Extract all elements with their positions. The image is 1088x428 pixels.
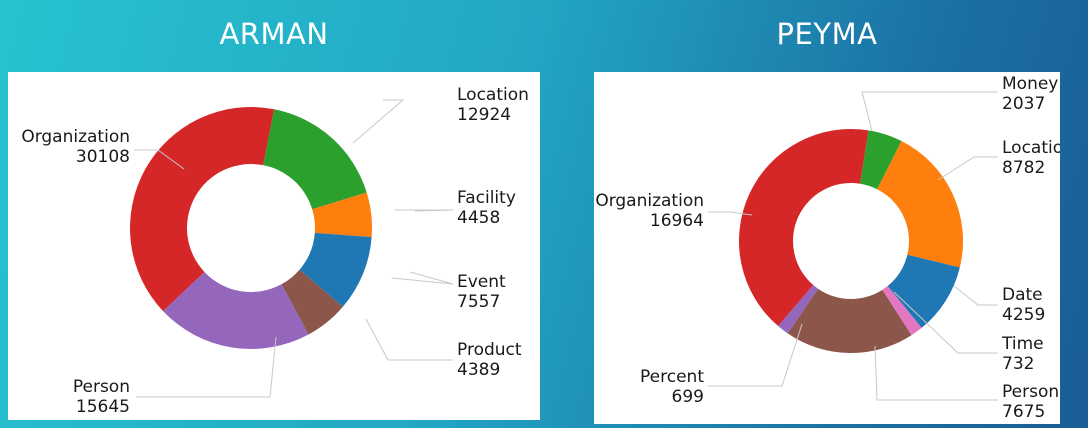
peyma-title: PEYMA: [776, 17, 878, 51]
arman-chart-panel: Location 12924 Facility 4458 Event 7557 Produc…: [8, 72, 540, 420]
peyma-leader-percent: [708, 323, 803, 387]
peyma-label-percent: Percent 699: [640, 367, 704, 407]
arman-label-location: Location 12924: [457, 85, 529, 125]
arman-slice-organization: [130, 107, 275, 312]
peyma-slice-organization: [739, 129, 869, 327]
arman-label-organization: Organization 30108: [21, 127, 130, 167]
arman-leader-product: [365, 318, 453, 361]
peyma-leader-money: [861, 91, 998, 132]
arman-slice-product: [281, 269, 343, 335]
arman-leader-organization: [134, 149, 185, 170]
peyma-label-date: Date 4259: [1002, 285, 1045, 325]
arman-title: ARMAN: [219, 17, 329, 51]
peyma-label-organization: Organization 16964: [595, 191, 704, 231]
peyma-leader-organization: [708, 211, 753, 216]
peyma-label-person: Person 7675: [1002, 382, 1059, 422]
arman-label-facility: Facility 4458: [457, 188, 516, 228]
arman-slice-facility: [312, 192, 372, 238]
arman-label-product: Product 4389: [457, 340, 522, 380]
peyma-leader-date: [953, 285, 998, 306]
peyma-slice-percent: [778, 285, 819, 334]
arman-slice-location: [263, 109, 367, 210]
arman-leader-location: [352, 99, 405, 144]
peyma-slice-person: [787, 288, 912, 353]
peyma-label-money: Money 2037: [1002, 74, 1058, 114]
arman-leader-facility: [395, 209, 454, 212]
peyma-slice-time: [882, 286, 922, 336]
arman-slice-person: [163, 271, 309, 349]
peyma-leader-time: [893, 291, 998, 354]
peyma-label-time: Time 732: [1001, 334, 1044, 374]
peyma-slice-location: [877, 141, 963, 268]
arman-label-person: Person 15645: [73, 377, 130, 417]
peyma-leader-person: [874, 345, 998, 401]
peyma-slice-money: [860, 130, 902, 190]
arman-leader-person: [136, 336, 277, 398]
arman-donut-chart: Location 12924 Facility 4458 Event 7557 Produc…: [21, 85, 529, 417]
peyma-label-location: Location8782: [1002, 138, 1060, 178]
arman-label-event: Event 7557: [457, 272, 506, 312]
arman-leader-event: [391, 271, 454, 285]
arman-slice-event: [299, 232, 372, 307]
peyma-leader-location: [937, 156, 998, 181]
peyma-slice-date: [887, 254, 960, 328]
